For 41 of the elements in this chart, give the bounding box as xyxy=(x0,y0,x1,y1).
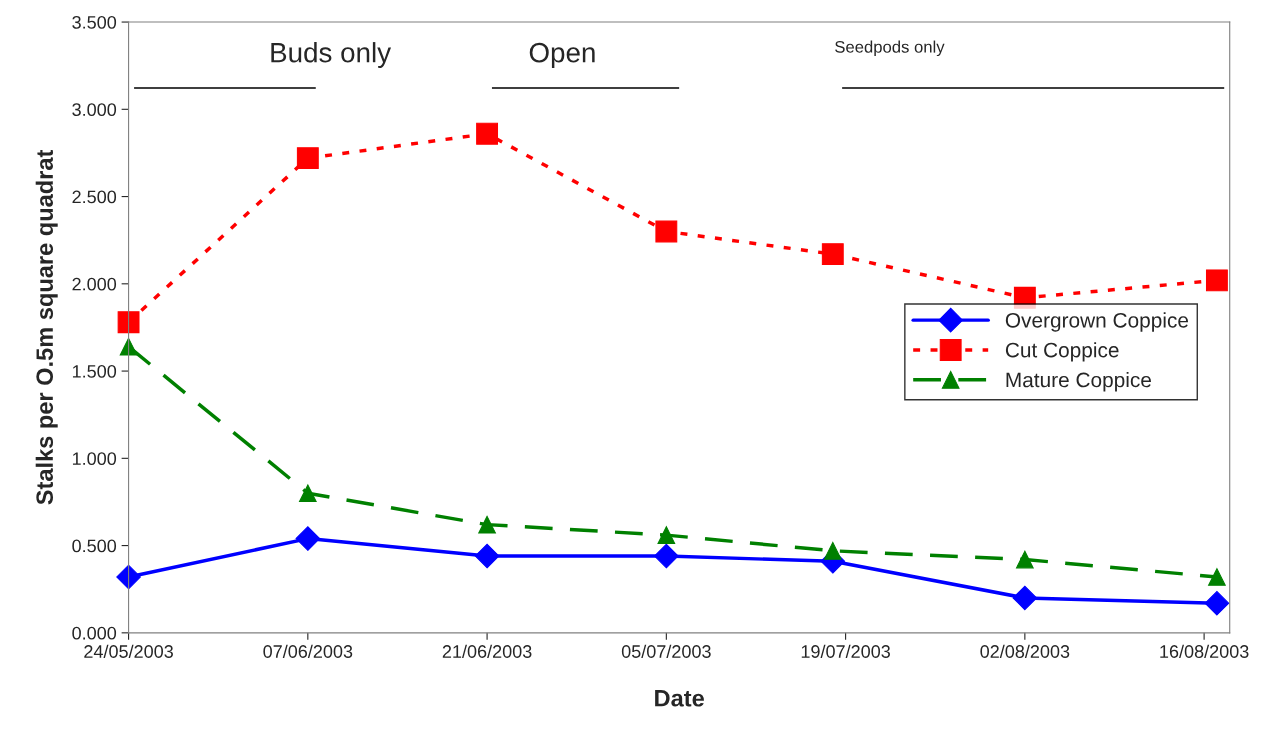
y-tick-label: 3.500 xyxy=(72,15,117,29)
x-tick-label: 16/08/2003 xyxy=(1160,644,1249,658)
y-axis-title: Stalks per O.5m square quadrat xyxy=(35,149,58,505)
x-tick-label: 19/07/2003 xyxy=(801,644,890,658)
annotation: Buds only xyxy=(271,42,392,68)
x-tick-label: 02/08/2003 xyxy=(980,644,1070,658)
legend-label: Cut Coppice xyxy=(1005,342,1119,362)
point xyxy=(476,122,499,145)
x-tick-label: 07/06/2003 xyxy=(263,644,353,658)
point xyxy=(823,541,842,560)
y-tick-label: 2.000 xyxy=(72,277,117,291)
point xyxy=(298,484,317,503)
y-tick-label: 0.500 xyxy=(72,539,117,553)
point xyxy=(117,311,140,334)
point xyxy=(1205,269,1228,292)
point xyxy=(821,243,844,266)
point xyxy=(655,220,678,243)
point xyxy=(1016,550,1034,569)
point xyxy=(1012,585,1038,611)
point xyxy=(478,515,496,534)
legend-label: Overgrown Coppice xyxy=(1005,312,1189,332)
y-tick-label: 1.500 xyxy=(72,365,117,378)
point xyxy=(1208,568,1226,586)
y-tick-label: 2.500 xyxy=(72,190,117,204)
point xyxy=(474,543,500,569)
y-tick-label: 1.000 xyxy=(72,452,117,466)
point xyxy=(1204,590,1230,616)
x-tick-label: 21/06/2003 xyxy=(442,644,532,658)
point xyxy=(296,147,319,170)
y-tick-label: 3.000 xyxy=(72,103,117,117)
point xyxy=(295,526,321,551)
y-tick-label: 0.000 xyxy=(72,626,117,640)
point xyxy=(654,543,679,569)
annotation: Seedpods only xyxy=(835,40,945,57)
x-axis-title: Date xyxy=(655,690,704,707)
point xyxy=(116,564,141,590)
x-tick-label: 05/07/2003 xyxy=(621,644,711,658)
legend-label: Mature Coppice xyxy=(1006,372,1151,392)
annotation: Open xyxy=(529,42,595,68)
x-tick-label: 24/05/2003 xyxy=(84,644,173,658)
point xyxy=(657,526,676,544)
